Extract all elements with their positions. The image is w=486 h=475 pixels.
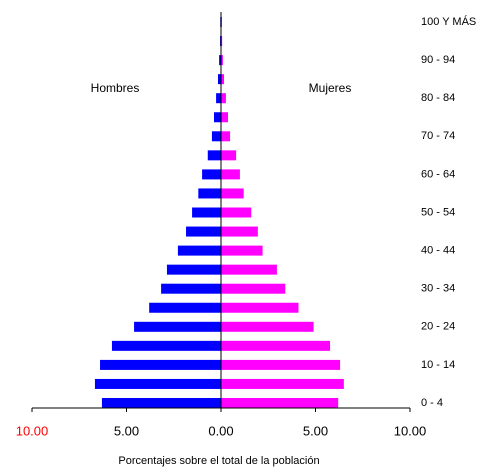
bar bbox=[221, 321, 314, 332]
y-tick-label: 0 - 4 bbox=[421, 397, 443, 409]
bar bbox=[111, 340, 221, 351]
y-tick-label: 50 - 54 bbox=[421, 206, 455, 218]
bar bbox=[100, 359, 221, 370]
bar bbox=[198, 188, 221, 199]
bar bbox=[221, 188, 244, 199]
bar bbox=[221, 55, 223, 66]
x-tick-label: 10.00 bbox=[16, 423, 49, 438]
y-tick-label: 80 - 84 bbox=[421, 92, 455, 104]
bar bbox=[149, 302, 221, 313]
bar bbox=[221, 169, 240, 180]
legend-label: Hombres bbox=[91, 81, 140, 95]
y-tick-label: 40 - 44 bbox=[421, 245, 455, 257]
bar bbox=[134, 321, 221, 332]
bar bbox=[221, 36, 223, 47]
y-tick-label: 20 - 24 bbox=[421, 321, 455, 333]
legend-label: Mujeres bbox=[309, 81, 352, 95]
bar bbox=[211, 131, 221, 142]
bar bbox=[216, 93, 221, 104]
bar bbox=[219, 55, 221, 66]
bar bbox=[221, 93, 226, 104]
bar bbox=[207, 150, 221, 161]
bar bbox=[214, 112, 221, 123]
bar bbox=[101, 398, 221, 408]
bar bbox=[94, 378, 221, 389]
bar bbox=[221, 283, 286, 294]
bar bbox=[221, 378, 344, 389]
bar bbox=[166, 264, 221, 275]
bar bbox=[221, 226, 258, 237]
x-tick-label: 5.00 bbox=[114, 423, 139, 438]
bar bbox=[221, 340, 331, 351]
y-tick-label: 90 - 94 bbox=[421, 54, 455, 66]
bar bbox=[192, 207, 221, 218]
bar bbox=[221, 398, 339, 408]
bar bbox=[177, 245, 221, 256]
bar bbox=[221, 264, 277, 275]
bar bbox=[221, 150, 237, 161]
bar bbox=[221, 112, 228, 123]
y-tick-label: 60 - 64 bbox=[421, 168, 455, 180]
x-tick-label: 10.00 bbox=[394, 423, 427, 438]
bar bbox=[221, 245, 263, 256]
bar bbox=[221, 359, 341, 370]
bar bbox=[221, 207, 252, 218]
bar bbox=[221, 131, 231, 142]
bar bbox=[221, 74, 225, 85]
bar bbox=[161, 283, 221, 294]
bar bbox=[202, 169, 221, 180]
bar bbox=[217, 74, 221, 85]
x-tick-label: 0.00 bbox=[208, 423, 233, 438]
x-axis-label: Porcentajes sobre el total de la poblaci… bbox=[118, 455, 319, 467]
bar bbox=[221, 302, 299, 313]
y-tick-label: 10 - 14 bbox=[421, 359, 455, 371]
x-tick-label: 5.00 bbox=[303, 423, 328, 438]
y-tick-label: 100 Y MÁS bbox=[421, 15, 476, 28]
y-tick-label: 70 - 74 bbox=[421, 130, 455, 142]
y-tick-label: 30 - 34 bbox=[421, 283, 455, 295]
bar bbox=[186, 226, 221, 237]
